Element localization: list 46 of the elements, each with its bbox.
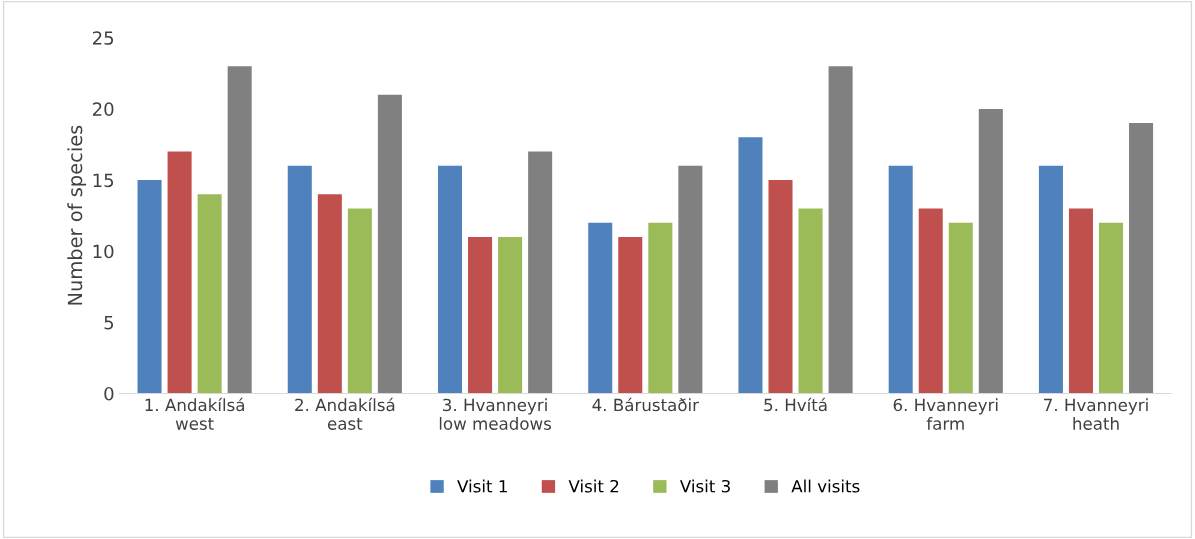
legend-label: Visit 2 xyxy=(568,479,619,493)
bar xyxy=(528,151,553,394)
y-tick-label: 25 xyxy=(92,31,114,45)
y-tick-label: 10 xyxy=(93,244,114,259)
bar xyxy=(347,208,372,394)
y-tick-label: 20 xyxy=(92,102,114,116)
bar xyxy=(768,180,793,394)
bar xyxy=(888,165,913,394)
bar xyxy=(167,151,192,394)
bar xyxy=(377,94,402,394)
bar xyxy=(287,165,312,394)
bar xyxy=(1098,222,1124,394)
x-tick-label: 1. Andakílsá west xyxy=(145,397,244,430)
bar xyxy=(1129,123,1154,394)
bar xyxy=(437,165,463,394)
legend-label: Visit 1 xyxy=(457,479,507,493)
bar xyxy=(618,236,643,394)
bar xyxy=(678,165,703,394)
bar xyxy=(918,208,943,394)
legend-label: Visit 3 xyxy=(679,479,730,493)
bar xyxy=(828,66,853,394)
y-tick-label: 15 xyxy=(93,173,114,188)
y-axis-title: Number of species xyxy=(67,125,87,305)
bar xyxy=(1068,208,1093,394)
x-tick-label: 5. Hvítá xyxy=(764,397,827,412)
bar xyxy=(1038,165,1063,394)
bar xyxy=(978,108,1003,394)
bar xyxy=(227,66,252,394)
bar xyxy=(738,137,763,394)
bar xyxy=(798,208,823,394)
bar xyxy=(197,194,222,394)
x-tick-label: 3. Hvanneyri low meadows xyxy=(439,398,552,430)
bar xyxy=(588,222,613,394)
y-tick-label: 0 xyxy=(104,386,114,401)
x-tick-label: 7. Hvanneyri heath xyxy=(1044,398,1148,430)
bar xyxy=(468,236,493,394)
legend-label: All visits xyxy=(791,479,860,493)
y-tick-label: 5 xyxy=(104,316,114,330)
x-tick-label: 4. Bárustaðir xyxy=(592,397,699,412)
x-tick-label: 6. Hvanneyri farm xyxy=(893,398,998,430)
bar xyxy=(948,222,973,394)
x-tick-label: 2. Andakílsá east xyxy=(295,397,395,430)
bar xyxy=(498,236,523,394)
bar xyxy=(317,194,342,394)
bar xyxy=(648,222,673,394)
bar xyxy=(137,180,162,394)
